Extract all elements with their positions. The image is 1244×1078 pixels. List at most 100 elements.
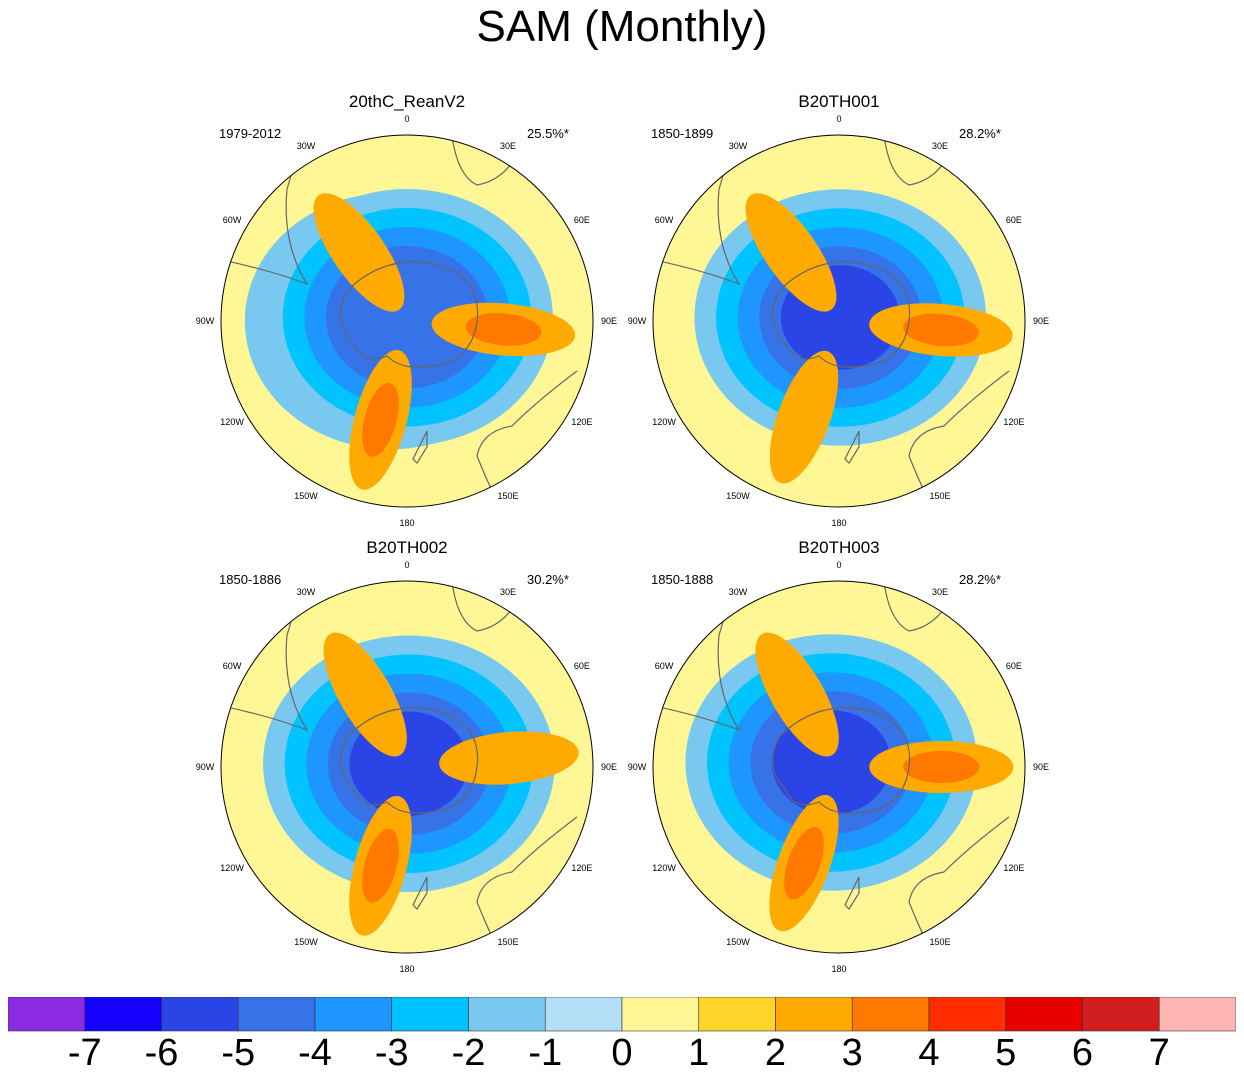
longitude-label: 150E (497, 490, 519, 501)
colorbar (8, 997, 1236, 1032)
longitude-label: 90W (627, 762, 647, 772)
map-border (652, 134, 1026, 508)
polar-map (220, 134, 594, 508)
australia-outline (476, 816, 578, 948)
map-border (220, 134, 594, 508)
colorbar-segment (621, 997, 700, 1032)
colorbar-segment (161, 997, 239, 1032)
contour-high-2 (362, 382, 399, 457)
map-border (652, 580, 1026, 954)
panel-variance: 25.5%* (527, 126, 569, 141)
longitude-label: 150W (294, 936, 318, 947)
colorbar-tick-label: 0 (611, 1032, 633, 1074)
longitude-label: 90E (600, 316, 618, 326)
longitude-label: 60E (1005, 661, 1022, 671)
colorbar-segment (468, 997, 546, 1032)
longitude-label: 0 (404, 114, 410, 124)
longitude-label: 30E (931, 141, 949, 152)
contour-high-2 (362, 828, 399, 903)
longitude-label: 150W (726, 936, 750, 947)
longitude-label: 30W (728, 587, 748, 598)
polar-map (652, 134, 1026, 508)
colorbar-segment (84, 997, 162, 1032)
longitude-label: 0 (836, 114, 842, 124)
longitude-label: 0 (404, 560, 410, 570)
colorbar-tick-label: -2 (451, 1032, 486, 1074)
antarctica-outline (772, 707, 911, 814)
colorbar-segment (698, 997, 776, 1032)
contour-high-2 (903, 313, 979, 347)
longitude-label: 180 (831, 518, 847, 528)
longitude-label: 30E (499, 587, 517, 598)
longitude-label: 120E (1003, 417, 1025, 427)
colorbar-tick-label: 3 (841, 1032, 863, 1074)
colorbar-tick-label: 1 (688, 1032, 710, 1074)
longitude-label: 150E (497, 936, 519, 947)
map-panel: B20TH003 1850-1888 28.2%* 0 30E 60E 90E 120E… (627, 538, 1049, 974)
panel-period: 1979-2012 (219, 126, 282, 141)
longitude-label: 120W (220, 417, 244, 427)
longitude-label: 150E (929, 490, 951, 501)
panel-title: B20TH002 (366, 538, 448, 557)
contour-high-2 (903, 751, 980, 783)
longitude-label: 150W (294, 490, 318, 501)
longitude-label: 150W (726, 490, 750, 501)
contour-high-1 (769, 350, 839, 484)
longitude-label: 180 (831, 964, 847, 974)
longitude-label: 60W (222, 661, 242, 671)
polar-map (220, 580, 594, 954)
panel-title: B20TH003 (798, 538, 880, 557)
longitude-label: 120W (220, 863, 244, 873)
longitude-label: 90E (1032, 316, 1050, 326)
colorbar-segment (1158, 997, 1236, 1032)
colorbar-tick-label: -4 (298, 1032, 332, 1074)
contour-high-2 (465, 313, 542, 346)
longitude-label: 30E (499, 141, 517, 152)
longitude-label: 60W (222, 215, 242, 225)
antarctica-outline (340, 707, 479, 814)
map-panel: 20thC_ReanV2 1979-2012 25.5%* 0 30E 60E 90E… (196, 92, 618, 528)
new-zealand-outline (412, 430, 428, 464)
longitude-label: 30E (931, 587, 949, 598)
longitude-label: 90W (195, 762, 215, 772)
map-border (220, 580, 594, 954)
longitude-label: 30W (296, 141, 316, 152)
colorbar-tick-label: -1 (528, 1032, 563, 1074)
panel-variance: 28.2%* (959, 572, 1001, 587)
longitude-label: 60W (654, 215, 674, 225)
contour-high-2 (784, 827, 824, 900)
colorbar-tick-label: -6 (144, 1032, 179, 1074)
australia-outline (908, 370, 1010, 502)
colorbar-segment (314, 997, 393, 1032)
longitude-label: 150E (929, 936, 951, 947)
new-zealand-outline (844, 430, 860, 464)
panel-variance: 28.2%* (959, 126, 1001, 141)
colorbar-tick-label: -7 (67, 1032, 102, 1074)
colorbar-segment (1005, 997, 1083, 1032)
colorbar-tick-label: -3 (374, 1032, 409, 1074)
colorbar-segment (775, 997, 853, 1032)
antarctica-outline (340, 261, 479, 368)
colorbar-segment (1082, 997, 1160, 1032)
contour-high-1 (313, 193, 405, 312)
longitude-label: 30W (728, 141, 748, 152)
colorbar-tick-label: 7 (1148, 1032, 1170, 1074)
longitude-label: 120E (571, 417, 593, 427)
colorbar-tick-label: -5 (221, 1032, 256, 1074)
map-panel: B20TH002 1850-1886 30.2%* 0 30E 60E 90E 120E… (195, 538, 618, 974)
colorbar-tick-label: 6 (1071, 1032, 1094, 1074)
longitude-label: 120E (571, 863, 593, 873)
new-zealand-outline (412, 876, 428, 910)
map-panel: B20TH001 1850-1899 28.2%* 0 30E 60E 90E 120E… (628, 92, 1050, 528)
panel-period: 1850-1888 (651, 572, 714, 587)
colorbar-segment (391, 997, 469, 1032)
contour-high-1 (323, 632, 407, 757)
colorbar-segment (237, 997, 316, 1032)
panel-title: 20thC_ReanV2 (348, 92, 466, 111)
longitude-label: 0 (836, 560, 842, 570)
colorbar-segment (8, 997, 86, 1032)
colorbar-segment (851, 997, 930, 1032)
longitude-label: 30W (296, 587, 316, 598)
longitude-label: 180 (399, 518, 415, 528)
longitude-label: 90E (600, 762, 618, 772)
